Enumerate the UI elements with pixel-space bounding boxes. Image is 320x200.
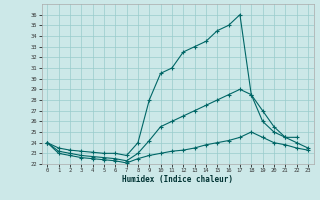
- X-axis label: Humidex (Indice chaleur): Humidex (Indice chaleur): [122, 175, 233, 184]
